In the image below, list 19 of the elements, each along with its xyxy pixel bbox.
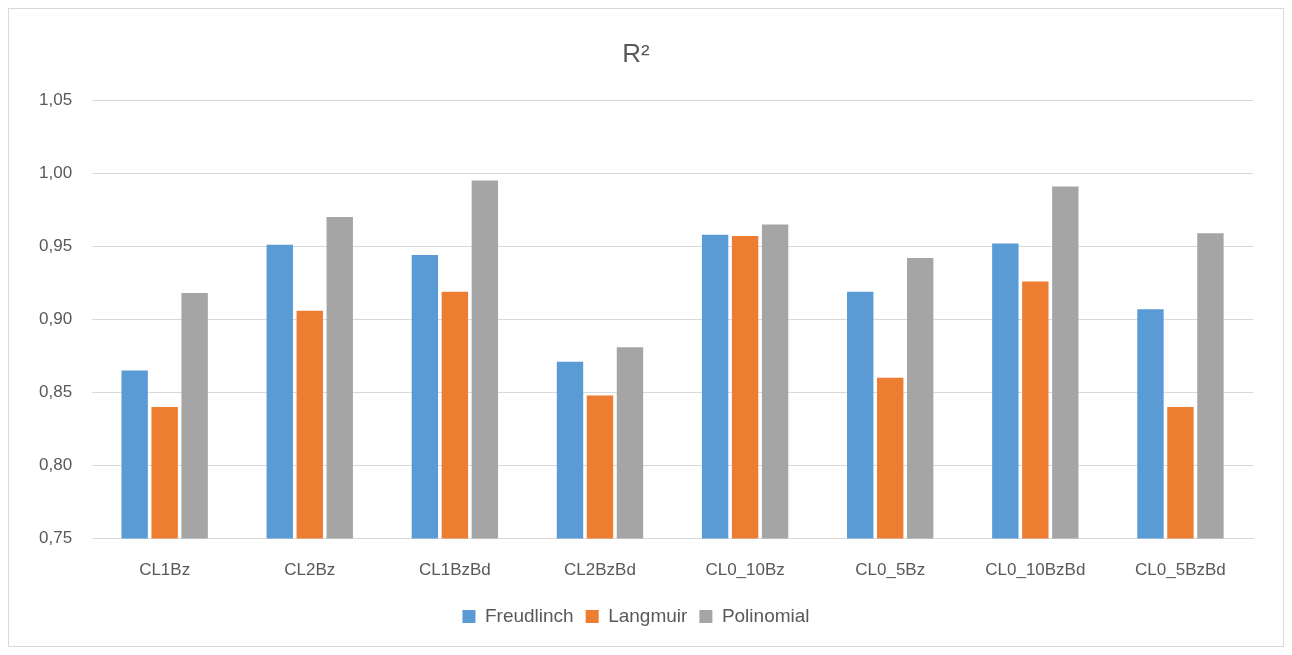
legend-label: Freudlinch bbox=[484, 604, 574, 626]
x-tick-label: CL0_10Bz bbox=[705, 560, 785, 580]
x-tick-label: CL2Bz bbox=[284, 560, 336, 580]
x-tick-label: CL0_5Bz bbox=[855, 560, 926, 580]
y-tick-label: 1,05 bbox=[38, 89, 73, 109]
x-tick-label: CL0_10BzBd bbox=[985, 560, 1086, 580]
x-tick-label: CL1BzBd bbox=[418, 560, 491, 580]
y-tick-label: 0,90 bbox=[38, 309, 73, 329]
legend-label: Polinomial bbox=[721, 604, 810, 626]
y-tick-label: 1,00 bbox=[38, 162, 73, 182]
y-tick-label: 0,80 bbox=[38, 455, 73, 475]
chart-title: R² bbox=[622, 37, 651, 68]
legend-label: Langmuir bbox=[608, 604, 689, 626]
y-tick-label: 0,75 bbox=[38, 528, 73, 548]
x-tick-label: CL1Bz bbox=[139, 560, 191, 580]
y-tick-label: 0,95 bbox=[38, 236, 73, 256]
x-tick-label: CL2BzBd bbox=[564, 560, 636, 580]
y-tick-label: 0,85 bbox=[38, 382, 73, 402]
x-tick-label: CL0_5BzBd bbox=[1135, 560, 1226, 580]
